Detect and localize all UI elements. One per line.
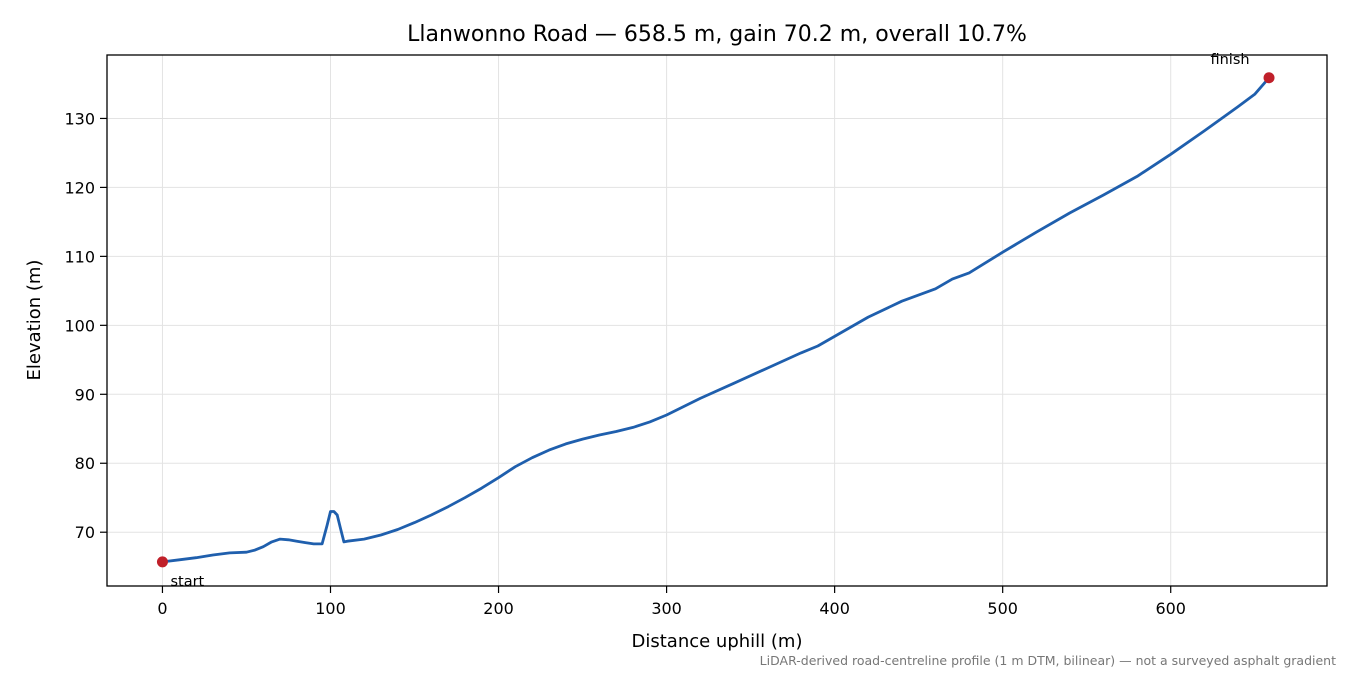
x-tick-label: 300 — [651, 599, 682, 618]
x-tick-label: 200 — [483, 599, 514, 618]
x-tick-label: 400 — [819, 599, 850, 618]
source-footnote: LiDAR-derived road-centreline profile (1… — [760, 653, 1336, 668]
x-tick-label: 100 — [315, 599, 346, 618]
x-tick-label: 600 — [1155, 599, 1186, 618]
y-tick-label: 100 — [64, 316, 95, 335]
y-tick-label: 130 — [64, 109, 95, 128]
x-tick-label: 0 — [157, 599, 167, 618]
start-annotation: start — [170, 574, 204, 590]
gridlines — [107, 55, 1327, 586]
y-tick-label: 110 — [64, 247, 95, 266]
y-tick-label: 70 — [75, 523, 95, 542]
x-axis-title: Distance uphill (m) — [632, 631, 803, 652]
y-tick-label: 90 — [75, 385, 95, 404]
elevation-profile-line — [161, 76, 1271, 564]
x-tick-label: 500 — [987, 599, 1018, 618]
start-marker — [156, 556, 168, 568]
finish-marker — [1263, 72, 1275, 84]
finish-annotation: finish — [1210, 52, 1249, 68]
plot-area-frame — [106, 54, 1328, 587]
y-tick-label: 80 — [75, 454, 95, 473]
axis-ticks: 0 100 200 300 400 500 600 70 80 90 100 110 120 130 — [64, 109, 1186, 618]
y-axis-title: Elevation (m) — [24, 260, 45, 381]
y-tick-label: 120 — [64, 178, 95, 197]
chart-title: Llanwonno Road — 658.5 m, gain 70.2 m, o… — [407, 22, 1027, 47]
